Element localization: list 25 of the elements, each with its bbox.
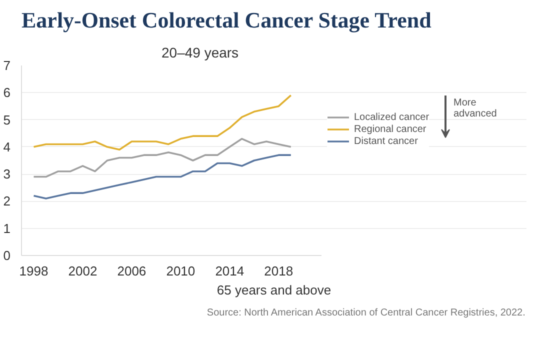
y-tick-label: 5	[3, 112, 11, 128]
x-tick-label: 2014	[215, 264, 244, 278]
line-series	[32, 154, 292, 200]
y-tick-label: 3	[3, 166, 11, 182]
chart-title: Early-Onset Colorectal Cancer Stage Trend	[22, 8, 432, 32]
y-tick-label: 4	[3, 139, 11, 154]
legend-label: Localized cancer	[354, 111, 430, 123]
line-series	[32, 94, 292, 151]
x-tick-label: 2010	[166, 264, 196, 278]
x-tick-label: 2006	[117, 264, 146, 278]
x-tick-label: 1998	[19, 264, 48, 278]
y-tick-label: 2	[3, 194, 11, 209]
source-note: Source: North American Association of Central Cancer Registries, 2022.	[206, 308, 526, 318]
text: More advanced	[454, 98, 497, 120]
y-tick-label: 7	[3, 58, 11, 73]
legend-label: Regional cancer	[354, 123, 426, 135]
x-axis-title: 65 years and above	[216, 282, 332, 298]
y-tick-label: 0	[3, 248, 11, 263]
x-tick-label: 2018	[264, 264, 294, 278]
legend-label: Distant cancer	[354, 135, 418, 147]
y-tick-label: 6	[3, 85, 11, 100]
chart-subtitle: 20–49 years	[162, 44, 239, 60]
x-tick-label: 2002	[68, 264, 98, 278]
y-tick-label: 1	[3, 220, 11, 236]
line-series	[32, 138, 292, 178]
